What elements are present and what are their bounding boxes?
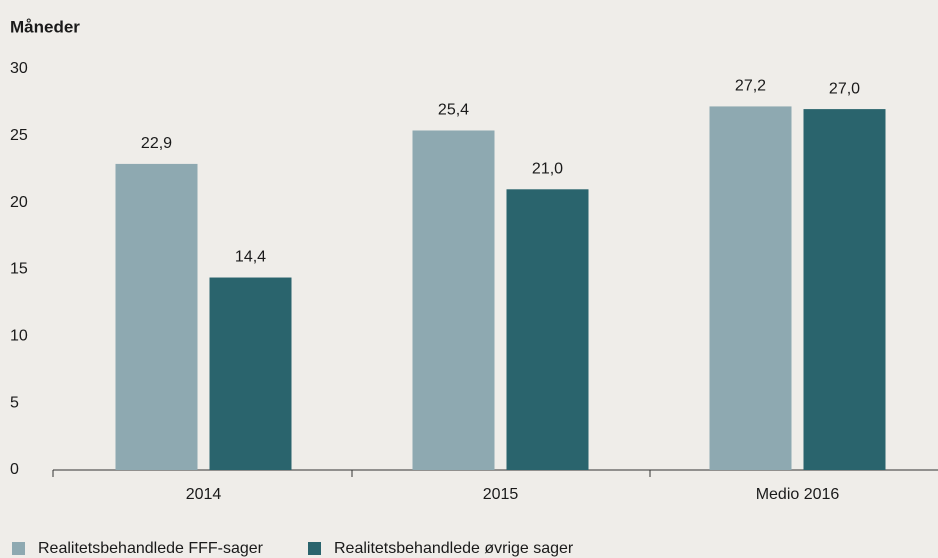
legend-label: Realitetsbehandlede øvrige sager	[334, 540, 574, 557]
y-tick-label: 5	[10, 394, 19, 411]
y-tick-label: 30	[10, 60, 28, 77]
x-tick-label: Medio 2016	[756, 486, 840, 503]
value-label: 25,4	[438, 102, 469, 119]
y-tick-label: 15	[10, 261, 28, 278]
value-label: 27,0	[829, 80, 860, 97]
value-label: 14,4	[235, 249, 266, 266]
legend-swatch	[12, 542, 25, 555]
bar	[506, 189, 589, 471]
bar	[709, 106, 792, 470]
value-label: 27,2	[735, 78, 766, 95]
bar	[209, 277, 292, 470]
x-tick-label: 2015	[483, 486, 519, 503]
bar	[412, 130, 495, 470]
bar	[803, 109, 886, 470]
value-label: 21,0	[532, 161, 563, 178]
legend-swatch	[308, 542, 321, 555]
value-label: 22,9	[141, 135, 172, 152]
bar	[115, 163, 198, 471]
y-tick-label: 20	[10, 194, 28, 211]
legend-label: Realitetsbehandlede FFF-sager	[38, 540, 264, 557]
y-tick-label: 25	[10, 127, 28, 144]
y-tick-label: 10	[10, 328, 28, 345]
y-tick-label: 0	[10, 461, 19, 478]
y-axis-title: Måneder	[10, 17, 80, 36]
x-tick-label: 2014	[186, 486, 222, 503]
